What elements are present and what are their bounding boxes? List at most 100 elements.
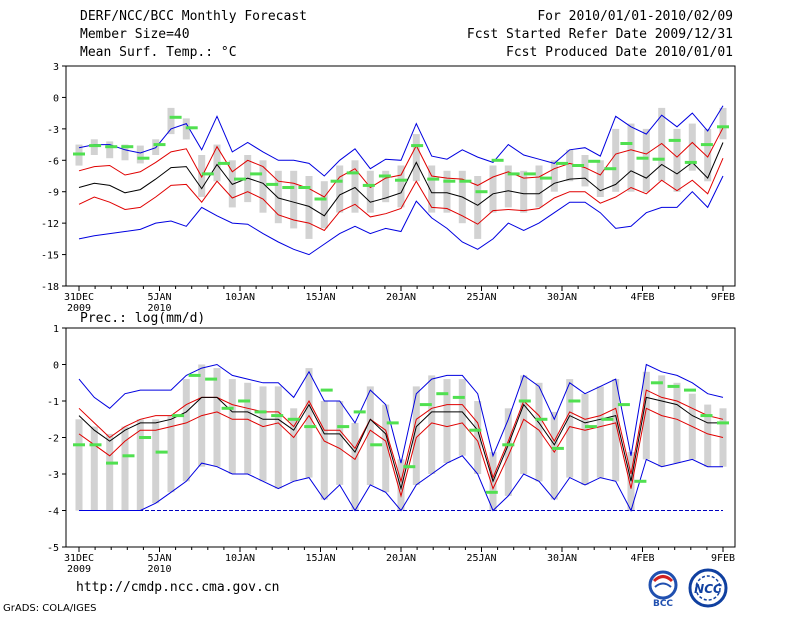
ensemble-box [474, 401, 482, 474]
y-tick-label: 0 [53, 361, 59, 372]
ensemble-box [320, 401, 328, 500]
x-tick-label: 4FEB [630, 553, 654, 564]
ensemble-box [274, 386, 282, 489]
x-tick-label: 9FEB [711, 553, 735, 564]
bcc-logo-text: BCC [653, 599, 673, 608]
y-tick-label: -3 [47, 125, 59, 136]
ensemble-box [351, 422, 359, 511]
ensemble-box [688, 123, 696, 171]
ensemble-box [704, 128, 712, 182]
panel1-variable: Mean Surf. Temp.: °C [80, 45, 237, 60]
ensemble-box [259, 160, 267, 213]
x-tick-label: 10JAN [225, 292, 255, 303]
forecast-range: For 2010/01/01-2010/02/09 [537, 9, 733, 24]
ensemble-box [136, 145, 144, 164]
series-line-mean [78, 142, 724, 217]
y-tick-label: 1 [53, 324, 59, 335]
ensemble-box [550, 160, 558, 192]
series-line-max [78, 363, 724, 464]
ensemble-box [550, 411, 558, 500]
ensemble-box [305, 176, 313, 239]
ensemble-box [719, 107, 727, 140]
ensemble-box [489, 165, 497, 213]
ensemble-box [366, 170, 374, 213]
ensemble-box [658, 375, 666, 467]
x-tick-sublabel: 2009 [67, 564, 91, 575]
ensemble-box [366, 386, 374, 485]
y-tick-label: 0 [53, 93, 59, 104]
x-tick-label: 4FEB [630, 292, 654, 303]
ensemble-box [535, 382, 543, 482]
plot-frame [65, 327, 736, 548]
ensemble-box [704, 404, 712, 467]
footer-url[interactable]: http://cmdp.ncc.cma.gov.cn [76, 580, 280, 595]
x-tick-label: 15JAN [305, 553, 335, 564]
ensemble-box [673, 128, 681, 192]
x-tick-label: 31DEC [64, 292, 94, 303]
series-line-max [78, 105, 724, 177]
ensemble-box [152, 419, 160, 504]
y-tick-label: -4 [47, 507, 59, 518]
y-tick-label: -2 [47, 434, 59, 445]
x-tick-label: 5JAN [147, 292, 171, 303]
ensemble-box [213, 368, 221, 467]
ensemble-box [520, 170, 528, 213]
ensemble-box [642, 371, 650, 460]
ensemble-box [566, 379, 574, 478]
ensemble-box [504, 165, 512, 208]
series-line-lower [78, 407, 724, 498]
member-size: Member Size=40 [80, 27, 190, 42]
x-tick-label: 20JAN [386, 553, 416, 564]
ncc-logo-text: NCC [694, 582, 722, 596]
x-tick-label: 25JAN [466, 553, 496, 564]
x-tick-label: 30JAN [547, 553, 577, 564]
ensemble-box [596, 160, 604, 197]
series-line-mean [78, 396, 723, 491]
ensemble-box [428, 165, 436, 213]
ensemble-box [305, 368, 313, 478]
x-tick-label: 5JAN [147, 553, 171, 564]
y-tick-label: -3 [47, 470, 59, 481]
ensemble-box [75, 419, 83, 511]
header-left: DERF/NCC/BCC Monthly Forecast Member Size… [80, 8, 307, 62]
x-tick-label: 31DEC [64, 553, 94, 564]
ensemble-box [382, 404, 390, 493]
ensemble-box [382, 170, 390, 203]
ensemble-box [474, 176, 482, 239]
y-tick-label: -15 [41, 251, 59, 262]
ensemble-box [290, 170, 298, 229]
series-line-upper [78, 127, 724, 198]
y-tick-label: -5 [47, 543, 59, 554]
ensemble-box [182, 379, 190, 482]
ensemble-box [320, 181, 328, 229]
ensemble-box [167, 107, 175, 135]
ensemble-box [90, 139, 98, 155]
ensemble-box [642, 128, 650, 192]
series-line-min [79, 455, 723, 512]
ensemble-box [106, 141, 114, 159]
ensemble-box [90, 426, 98, 511]
y-tick-label: -12 [41, 219, 59, 230]
ensemble-box [336, 165, 344, 213]
ensemble-box [443, 379, 451, 463]
series-line-upper [78, 389, 724, 484]
ensemble-box [581, 155, 589, 187]
ensemble-box [658, 107, 666, 182]
x-tick-sublabel: 2010 [147, 303, 171, 314]
ensemble-box [121, 144, 129, 161]
ensemble-box [290, 408, 298, 482]
x-tick-sublabel: 2010 [147, 564, 171, 575]
ensemble-box [397, 459, 405, 511]
ensemble-box [397, 165, 405, 208]
series-line-lower [78, 158, 724, 232]
ensemble-box [458, 379, 466, 456]
ensemble-box [520, 375, 528, 474]
ensemble-box [412, 386, 420, 485]
bcc-logo: BCC [648, 570, 678, 608]
series-line-min [78, 175, 724, 256]
produced-date: Fcst Produced Date 2010/01/01 [506, 45, 733, 60]
ensemble-box [351, 160, 359, 213]
ensemble-box [259, 386, 267, 482]
y-tick-label: -6 [47, 156, 59, 167]
